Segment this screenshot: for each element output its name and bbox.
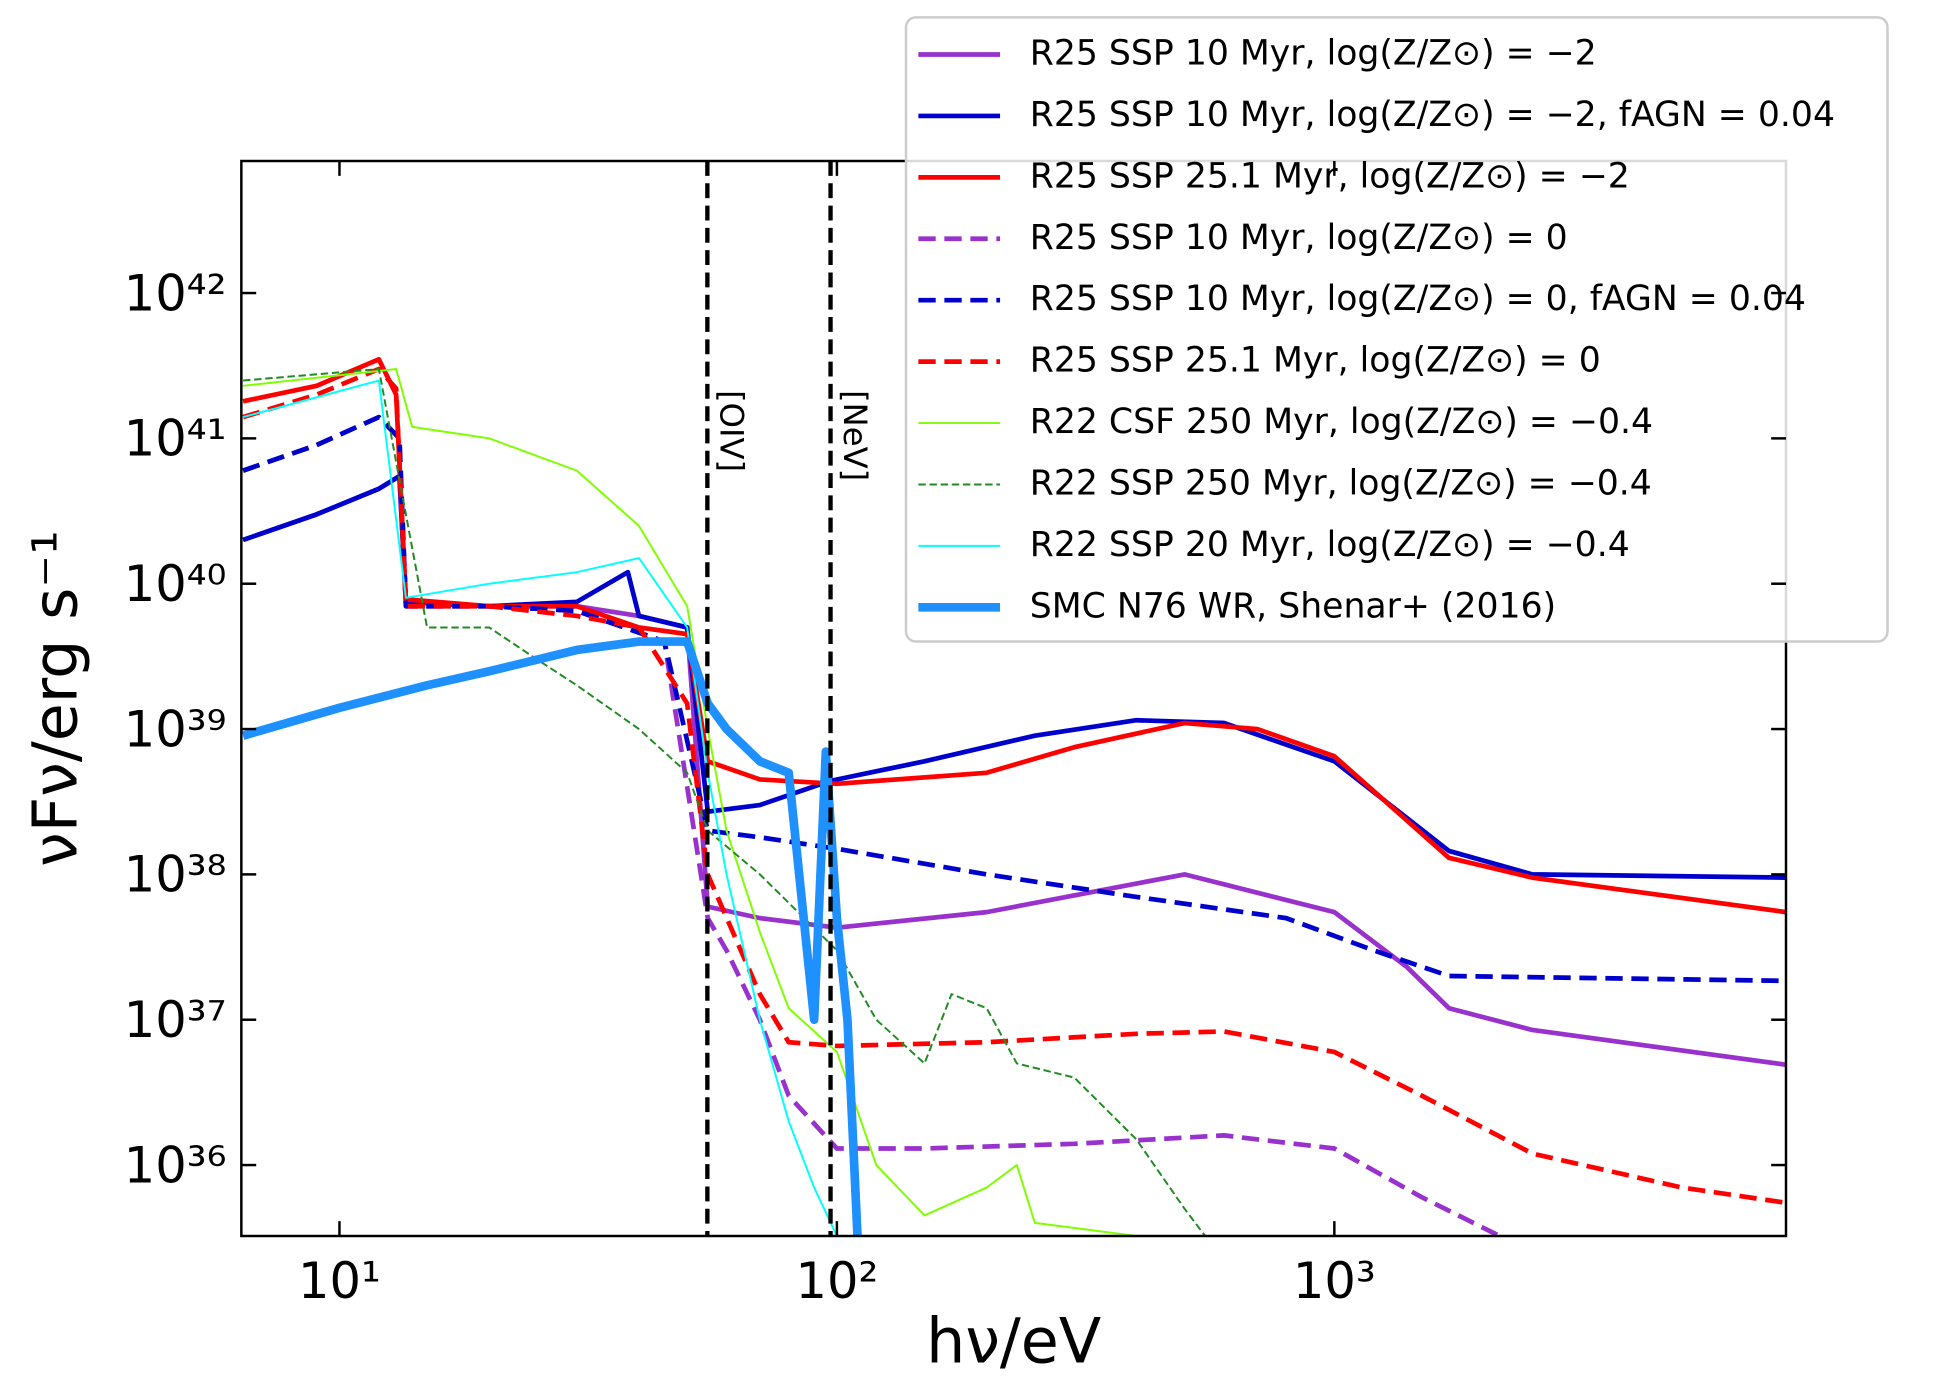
- legend-label: R22 SSP 20 Myr, log(Z/Z⊙) = −0.4: [1030, 525, 1630, 565]
- plot-area: [241, 161, 1787, 1236]
- legend-label: R22 SSP 250 Myr, log(Z/Z⊙) = −0.4: [1030, 463, 1652, 503]
- y-tick-label: 10³⁶: [124, 1136, 227, 1194]
- annotation-label: [OIV]: [713, 390, 751, 472]
- y-tick-label: 10⁴⁰: [124, 555, 227, 613]
- series-line: [242, 414, 1787, 984]
- legend-label: R22 CSF 250 Myr, log(Z/Z⊙) = −0.4: [1030, 402, 1653, 442]
- legend-label: R25 SSP 25.1 Myr, log(Z/Z⊙) = 0: [1030, 341, 1601, 381]
- x-tick-label: 10³: [1293, 1252, 1376, 1310]
- y-tick-label: 10⁴²: [124, 264, 227, 322]
- legend-label: R25 SSP 10 Myr, log(Z/Z⊙) = −2: [1030, 33, 1597, 73]
- series-line: [242, 366, 1787, 1206]
- legend-label: R25 SSP 10 Myr, log(Z/Z⊙) = −2, fAGN = 0…: [1030, 95, 1835, 135]
- legend-label: R25 SSP 25.1 Myr, log(Z/Z⊙) = −2: [1030, 156, 1630, 196]
- legend-label: SMC N76 WR, Shenar+ (2016): [1030, 586, 1556, 626]
- y-tick-label: 10³⁸: [124, 846, 227, 904]
- legend-label: R25 SSP 10 Myr, log(Z/Z⊙) = 0, fAGN = 0.…: [1030, 279, 1806, 319]
- x-axis-label: hν/eV: [926, 1305, 1101, 1377]
- series-line: [242, 368, 1206, 1236]
- y-axis-label: νFν/erg s⁻¹: [20, 530, 92, 867]
- series-line: [242, 368, 1137, 1236]
- series-line: [241, 637, 862, 1236]
- legend-box: [904, 16, 1889, 643]
- y-tick-label: 10⁴¹: [124, 410, 227, 468]
- y-tick-label: 10³⁷: [124, 991, 227, 1049]
- x-tick-label: 10²: [795, 1252, 878, 1310]
- legend: R25 SSP 10 Myr, log(Z/Z⊙) = −2 R25 SSP 10…: [904, 16, 1889, 643]
- series-line: [242, 379, 838, 1236]
- legend-label: R25 SSP 10 Myr, log(Z/Z⊙) = 0: [1030, 218, 1568, 258]
- annotation-label: [NeV]: [836, 390, 874, 481]
- x-tick-label: 10¹: [298, 1252, 381, 1310]
- series-line: [242, 414, 1501, 1236]
- y-tick-label: 10³⁹: [124, 700, 227, 758]
